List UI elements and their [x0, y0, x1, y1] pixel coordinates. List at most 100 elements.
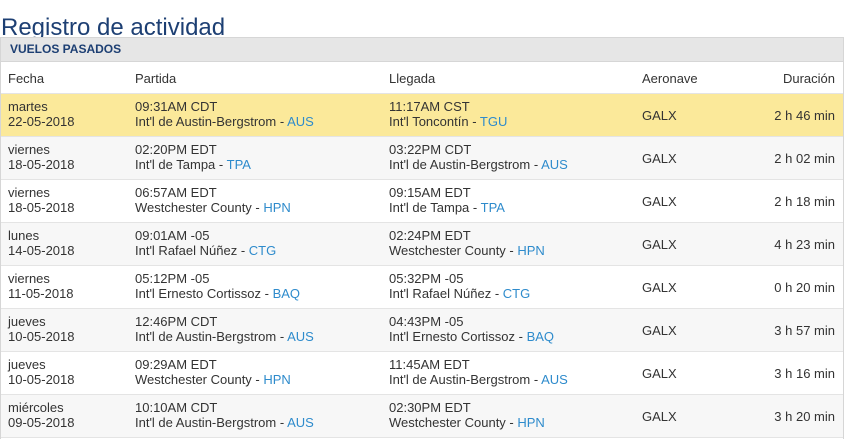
- arrival-cell: 05:32PM -05 Int'l Rafael Núñez - CTG: [389, 271, 530, 301]
- arrival-airport: Westchester County: [389, 243, 506, 258]
- column-header-partida[interactable]: Partida: [135, 71, 177, 86]
- departure-airport-code-link[interactable]: CTG: [248, 243, 277, 258]
- departure-airport-code-link[interactable]: BAQ: [272, 286, 301, 301]
- duration-cell: 3 h 16 min: [774, 366, 835, 381]
- departure-cell: 06:57AM EDT Westchester County - HPN: [135, 185, 291, 215]
- arrival-airport-code-link[interactable]: BAQ: [526, 329, 555, 344]
- arrival-airport-line: Int'l Ernesto Cortissoz - BAQ: [389, 329, 555, 344]
- departure-airport-line: Int'l de Austin-Bergstrom - AUS: [135, 114, 314, 129]
- aircraft-cell: GALX: [642, 409, 677, 424]
- arrival-airport: Int'l Ernesto Cortissoz: [389, 329, 516, 344]
- departure-cell: 09:31AM CDT Int'l de Austin-Bergstrom - …: [135, 99, 314, 129]
- departure-time: 09:29AM EDT: [135, 357, 217, 372]
- arrival-time: 11:17AM CST: [389, 99, 470, 114]
- past-flights-panel: VUELOS PASADOS Fecha Partida Llegada Aer…: [0, 37, 844, 439]
- arrival-airport-code-link[interactable]: TGU: [479, 114, 508, 129]
- weekday: viernes: [8, 185, 50, 200]
- arrival-time: 11:45AM EDT: [389, 357, 470, 372]
- date-cell: martes 22-05-2018: [8, 99, 75, 129]
- departure-airport-code-link[interactable]: AUS: [287, 415, 314, 430]
- departure-airport: Int'l de Austin-Bergstrom: [135, 114, 277, 129]
- flight-row[interactable]: martes 22-05-2018 09:31AM CDT Int'l de A…: [1, 94, 843, 137]
- arrival-time: 02:24PM EDT: [389, 228, 471, 243]
- aircraft-cell: GALX: [642, 194, 677, 209]
- departure-airport-code-link[interactable]: HPN: [263, 200, 291, 215]
- flight-row[interactable]: jueves 10-05-2018 12:46PM CDT Int'l de A…: [1, 309, 843, 352]
- flight-row[interactable]: viernes 18-05-2018 06:57AM EDT Westchest…: [1, 180, 843, 223]
- date: 11-05-2018: [8, 286, 74, 301]
- date: 14-05-2018: [8, 243, 75, 258]
- date-cell: miércoles 09-05-2018: [8, 400, 75, 430]
- departure-time: 09:01AM -05: [135, 228, 210, 243]
- duration-cell: 0 h 20 min: [774, 280, 835, 295]
- departure-airport-line: Int'l Rafael Núñez - CTG: [135, 243, 277, 258]
- duration-cell: 2 h 46 min: [774, 108, 835, 123]
- arrival-airport-line: Westchester County - HPN: [389, 243, 545, 258]
- flight-row[interactable]: lunes 14-05-2018 09:01AM -05 Int'l Rafae…: [1, 223, 843, 266]
- column-header-aeronave[interactable]: Aeronave: [642, 71, 698, 86]
- departure-airport-code-link[interactable]: AUS: [287, 329, 314, 344]
- flight-row[interactable]: miércoles 09-05-2018 10:10AM CDT Int'l d…: [1, 395, 843, 438]
- departure-airport-line: Int'l de Austin-Bergstrom - AUS: [135, 329, 314, 344]
- departure-airport-line: Int'l de Austin-Bergstrom - AUS: [135, 415, 314, 430]
- departure-airport-code-link[interactable]: TPA: [226, 157, 251, 172]
- flight-row[interactable]: viernes 18-05-2018 02:20PM EDT Int'l de …: [1, 137, 843, 180]
- departure-airport: Int'l Rafael Núñez: [135, 243, 238, 258]
- page-title: Registro de actividad: [1, 14, 226, 42]
- departure-time: 06:57AM EDT: [135, 185, 217, 200]
- departure-airport-line: Int'l Ernesto Cortissoz - BAQ: [135, 286, 301, 301]
- arrival-airport-code-link[interactable]: AUS: [541, 157, 568, 172]
- arrival-time: 05:32PM -05: [389, 271, 464, 286]
- departure-cell: 09:01AM -05 Int'l Rafael Núñez - CTG: [135, 228, 276, 258]
- arrival-time: 09:15AM EDT: [389, 185, 471, 200]
- flight-row[interactable]: jueves 10-05-2018 09:29AM EDT Westcheste…: [1, 352, 843, 395]
- column-header-row: Fecha Partida Llegada Aeronave Duración: [1, 62, 843, 94]
- arrival-airport: Westchester County: [389, 415, 506, 430]
- panel-header: VUELOS PASADOS: [1, 38, 843, 62]
- column-header-llegada[interactable]: Llegada: [389, 71, 436, 86]
- duration-cell: 2 h 02 min: [774, 151, 835, 166]
- departure-airport: Westchester County: [135, 372, 252, 387]
- departure-cell: 02:20PM EDT Int'l de Tampa - TPA: [135, 142, 251, 172]
- arrival-airport-code-link[interactable]: TPA: [480, 200, 505, 215]
- arrival-airport: Int'l de Tampa: [389, 200, 470, 215]
- departure-cell: 12:46PM CDT Int'l de Austin-Bergstrom - …: [135, 314, 314, 344]
- departure-time: 10:10AM CDT: [135, 400, 218, 415]
- date-cell: jueves 10-05-2018: [8, 314, 75, 344]
- arrival-airport: Int'l de Austin-Bergstrom: [389, 157, 531, 172]
- column-header-fecha[interactable]: Fecha: [8, 71, 45, 86]
- arrival-cell: 02:24PM EDT Westchester County - HPN: [389, 228, 545, 258]
- duration-cell: 3 h 57 min: [774, 323, 835, 338]
- arrival-airport-code-link[interactable]: HPN: [517, 243, 545, 258]
- arrival-airport-code-link[interactable]: AUS: [541, 372, 568, 387]
- departure-airport-line: Westchester County - HPN: [135, 372, 291, 387]
- departure-cell: 05:12PM -05 Int'l Ernesto Cortissoz - BA…: [135, 271, 300, 301]
- weekday: martes: [8, 99, 48, 114]
- arrival-cell: 09:15AM EDT Int'l de Tampa - TPA: [389, 185, 505, 215]
- column-header-duracion[interactable]: Duración: [782, 71, 835, 86]
- aircraft-cell: GALX: [642, 280, 677, 295]
- arrival-airport-line: Int'l Toncontín - TGU: [389, 114, 508, 129]
- weekday: jueves: [8, 314, 46, 329]
- arrival-airport-line: Int'l de Austin-Bergstrom - AUS: [389, 157, 568, 172]
- departure-airport-code-link[interactable]: AUS: [287, 114, 314, 129]
- arrival-airport-code-link[interactable]: CTG: [502, 286, 531, 301]
- arrival-airport-code-link[interactable]: HPN: [517, 415, 545, 430]
- departure-airport: Westchester County: [135, 200, 252, 215]
- departure-cell: 10:10AM CDT Int'l de Austin-Bergstrom - …: [135, 400, 314, 430]
- departure-time: 12:46PM CDT: [135, 314, 218, 329]
- arrival-cell: 04:43PM -05 Int'l Ernesto Cortissoz - BA…: [389, 314, 554, 344]
- duration-cell: 2 h 18 min: [774, 194, 835, 209]
- departure-airport: Int'l de Tampa: [135, 157, 216, 172]
- weekday: viernes: [8, 142, 50, 157]
- aircraft-cell: GALX: [642, 108, 677, 123]
- arrival-cell: 02:30PM EDT Westchester County - HPN: [389, 400, 545, 430]
- date-cell: jueves 10-05-2018: [8, 357, 75, 387]
- aircraft-cell: GALX: [642, 366, 677, 381]
- arrival-time: 04:43PM -05: [389, 314, 464, 329]
- flight-row[interactable]: viernes 11-05-2018 05:12PM -05 Int'l Ern…: [1, 266, 843, 309]
- arrival-cell: 03:22PM CDT Int'l de Austin-Bergstrom - …: [389, 142, 568, 172]
- departure-airport-code-link[interactable]: HPN: [263, 372, 291, 387]
- weekday: viernes: [8, 271, 50, 286]
- date: 09-05-2018: [8, 415, 75, 430]
